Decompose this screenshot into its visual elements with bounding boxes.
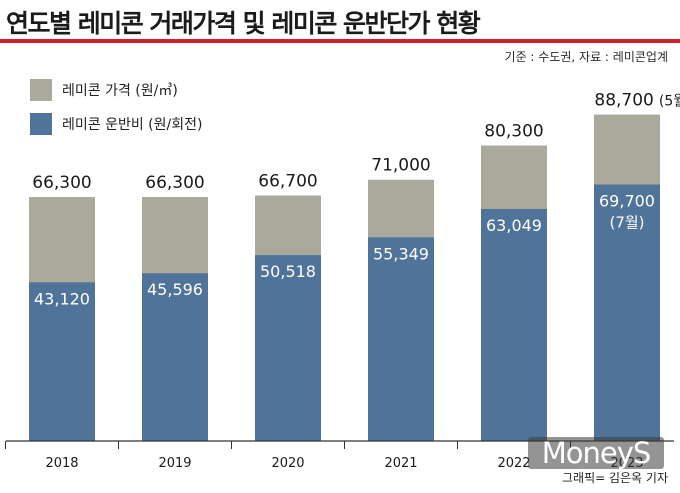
chart-title: 연도별 레미콘 거래가격 및 레미콘 운반단가 현황 xyxy=(6,9,481,38)
transport-bar-year-2019 xyxy=(142,273,208,441)
transport-label-year-2019: 45,596 xyxy=(147,280,203,299)
legend-swatch-transport xyxy=(30,113,52,135)
x-tick-label-year-2022: 2022 xyxy=(497,456,530,471)
legend-swatch-price xyxy=(30,79,52,101)
transport-label-year-2020: 50,518 xyxy=(260,262,316,281)
price-label-year-2018: 66,300 xyxy=(32,173,91,193)
legend-item-transport: 레미콘 운반비 (원/회전) xyxy=(30,111,202,137)
transport-bar-year-2023 xyxy=(594,184,660,441)
transport-label-year-2023: 69,700 xyxy=(599,192,655,211)
transport-label-year-2021: 55,349 xyxy=(373,244,429,263)
price-label-year-2019: 66,300 xyxy=(145,173,204,193)
x-tick-label-year-2020: 2020 xyxy=(271,456,304,471)
transport-label-year-2018: 43,120 xyxy=(34,289,90,308)
title-rule xyxy=(0,39,680,43)
x-tick-label-year-2018: 2018 xyxy=(45,456,78,471)
price-label-year-2022: 80,300 xyxy=(484,121,543,141)
transport-bar-year-2021 xyxy=(368,237,434,441)
legend-label-price: 레미콘 가격 (원/㎥) xyxy=(62,83,178,99)
x-tick-label-year-2019: 2019 xyxy=(158,456,191,471)
graphic-credit: 그래픽= 김은옥 기자 xyxy=(561,471,668,485)
transport-label-year-2022: 63,049 xyxy=(486,216,542,235)
moneys-watermark: MoneyS xyxy=(528,436,664,470)
x-tick-label-year-2021: 2021 xyxy=(384,456,417,471)
source-note: 기준 : 수도권, 자료 : 레미콘업계 xyxy=(504,50,668,64)
legend-item-price: 레미콘 가격 (원/㎥) xyxy=(30,77,178,103)
transport-bar-year-2022 xyxy=(481,208,547,441)
transport-bar-year-2018 xyxy=(29,282,95,441)
price-label-year-2020: 66,700 xyxy=(258,172,317,192)
transport-bar-year-2020 xyxy=(255,255,321,441)
transport-annotation-year-2023: (7월) xyxy=(609,214,644,232)
price-label-year-2023: 88,700(5월) xyxy=(594,91,680,111)
legend-label-transport: 레미콘 운반비 (원/회전) xyxy=(62,117,203,133)
price-label-year-2021: 71,000 xyxy=(371,156,430,176)
